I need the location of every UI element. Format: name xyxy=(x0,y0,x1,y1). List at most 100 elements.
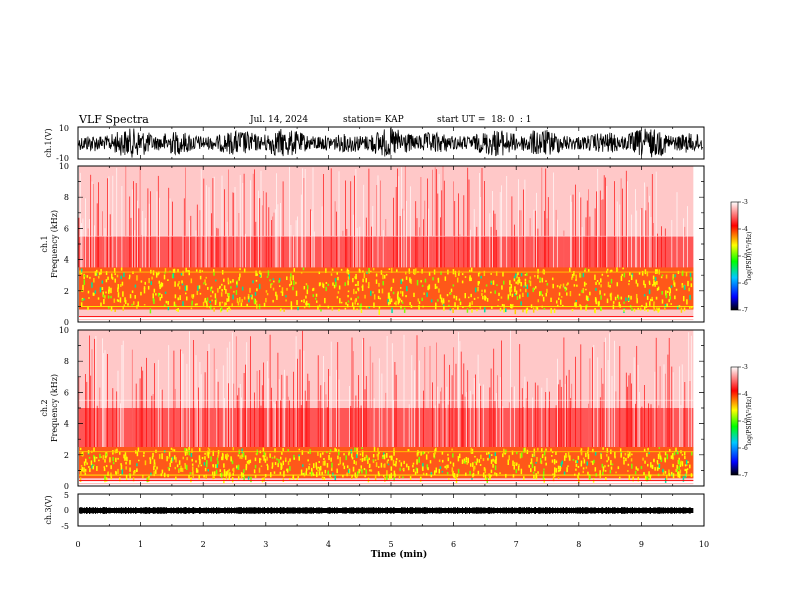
spectrogram-blob xyxy=(560,296,563,298)
colorbar-tick-label: -5 xyxy=(742,418,748,425)
spectrogram-blob xyxy=(430,299,433,303)
spectrogram-blob xyxy=(100,302,102,307)
spectrogram-blob xyxy=(584,269,586,272)
spectrogram-blob xyxy=(465,456,468,461)
spectrogram-blob xyxy=(457,305,459,311)
spectrogram-blob xyxy=(472,472,475,477)
spectrogram-blob xyxy=(324,469,327,474)
spectrogram-blob xyxy=(266,456,268,461)
spectrogram-blob xyxy=(239,455,241,459)
spectrogram-blob xyxy=(636,283,639,287)
freq-tick-label: 10 xyxy=(59,162,69,171)
header-station: station= KAP xyxy=(343,115,404,125)
spectrogram-blob xyxy=(292,476,294,480)
spectrogram-blob xyxy=(256,288,258,292)
spectrogram-blob xyxy=(246,460,249,464)
spectrogram-blob xyxy=(358,468,360,474)
spectrogram-blob xyxy=(653,458,655,463)
spectrogram-blob xyxy=(464,276,467,278)
spectrogram-blob xyxy=(623,308,625,312)
spectrogram-blob xyxy=(641,270,644,276)
spectrogram-blob xyxy=(231,460,234,465)
spectrogram-blob xyxy=(543,450,546,456)
spectrogram-blob xyxy=(657,286,660,291)
spectrogram-blob xyxy=(652,275,655,280)
spectrogram-blob xyxy=(646,295,649,300)
spectrogram-blob xyxy=(675,447,677,452)
spectrogram-blob xyxy=(678,465,680,470)
spectrogram-blob xyxy=(363,468,366,471)
spectrogram-blob xyxy=(564,287,567,292)
spectrogram-blob xyxy=(269,283,272,289)
spectrogram-blob xyxy=(569,455,571,461)
spectrogram-blob xyxy=(489,474,491,480)
spectrogram-blob xyxy=(128,277,131,280)
spectrogram-blob xyxy=(490,474,492,477)
spectrogram-blob xyxy=(375,279,378,284)
spectrogram-blob xyxy=(314,297,317,300)
spectrogram-blob xyxy=(163,274,166,280)
spectrogram-blob xyxy=(393,463,396,466)
spectrogram-blob xyxy=(264,474,267,478)
spectrogram-blob xyxy=(365,454,368,458)
spectrogram-blob xyxy=(364,294,366,299)
spectrogram-blob xyxy=(429,460,432,464)
spectrogram-blob xyxy=(620,296,623,300)
spectrogram-blob xyxy=(679,473,681,479)
spectrogram-blob xyxy=(450,288,453,293)
spectrogram-blob xyxy=(490,281,493,283)
spectrogram-blob xyxy=(122,305,124,311)
spectrogram-blob xyxy=(188,449,191,456)
spectrogram-blob xyxy=(185,292,187,295)
spectrogram-blob xyxy=(199,275,202,280)
spectrogram-blob xyxy=(318,282,321,287)
spectrogram-blob xyxy=(677,451,679,455)
spectrogram-blob xyxy=(116,274,119,278)
spectrogram-blob xyxy=(678,459,680,465)
spectrogram-blob xyxy=(656,287,659,291)
spectrogram-blob xyxy=(674,295,676,300)
spectrogram-blob xyxy=(259,458,262,461)
spectrogram-blob xyxy=(631,307,633,311)
spectrogram-blob xyxy=(83,274,86,277)
spectrogram-blob xyxy=(410,278,412,284)
spectrogram-blob xyxy=(643,294,646,297)
spectrogram-blob xyxy=(609,293,612,297)
spectrogram-blob xyxy=(526,272,528,276)
spectrogram-blob xyxy=(494,290,496,294)
spectrogram-blob xyxy=(325,282,328,284)
spectrogram-blob xyxy=(514,286,516,291)
spectrogram-blob xyxy=(435,447,437,453)
spectrogram-blob xyxy=(289,478,291,480)
spectrogram-blob xyxy=(132,477,135,482)
spectrogram-blob xyxy=(283,470,285,473)
spectrogram-blob xyxy=(116,299,119,302)
spectrogram-blob xyxy=(658,447,661,449)
spectrogram-blob xyxy=(585,295,588,301)
spectrogram-blob xyxy=(210,456,212,462)
spectrogram-blob xyxy=(395,460,397,464)
spectrogram-blob xyxy=(618,476,621,479)
spectrogram-blob xyxy=(319,453,322,458)
spectrogram-blob xyxy=(560,284,562,286)
spectrogram-blob xyxy=(271,466,274,469)
spectrogram-blob xyxy=(417,450,419,456)
spectrogram-blob xyxy=(378,289,380,294)
spectrogram-blob xyxy=(664,470,667,474)
spectrogram-blob xyxy=(477,296,479,299)
spectrogram-blob xyxy=(185,267,187,273)
spectrogram-blob xyxy=(569,291,572,297)
spectrogram-blob xyxy=(103,466,106,468)
spectrogram-blob xyxy=(610,278,613,284)
spectrogram-blob xyxy=(490,291,492,294)
spectrogram-blob xyxy=(368,457,370,460)
spectrogram-blob xyxy=(673,280,675,286)
spectrogram-blob xyxy=(560,462,563,468)
spectrogram-blob xyxy=(599,470,601,476)
spectrogram-blob xyxy=(346,303,349,308)
spectrogram-blob xyxy=(659,453,661,458)
spectrogram-blob xyxy=(685,468,688,474)
spectrogram-blob xyxy=(191,300,193,303)
spectrogram-blob xyxy=(373,302,375,308)
